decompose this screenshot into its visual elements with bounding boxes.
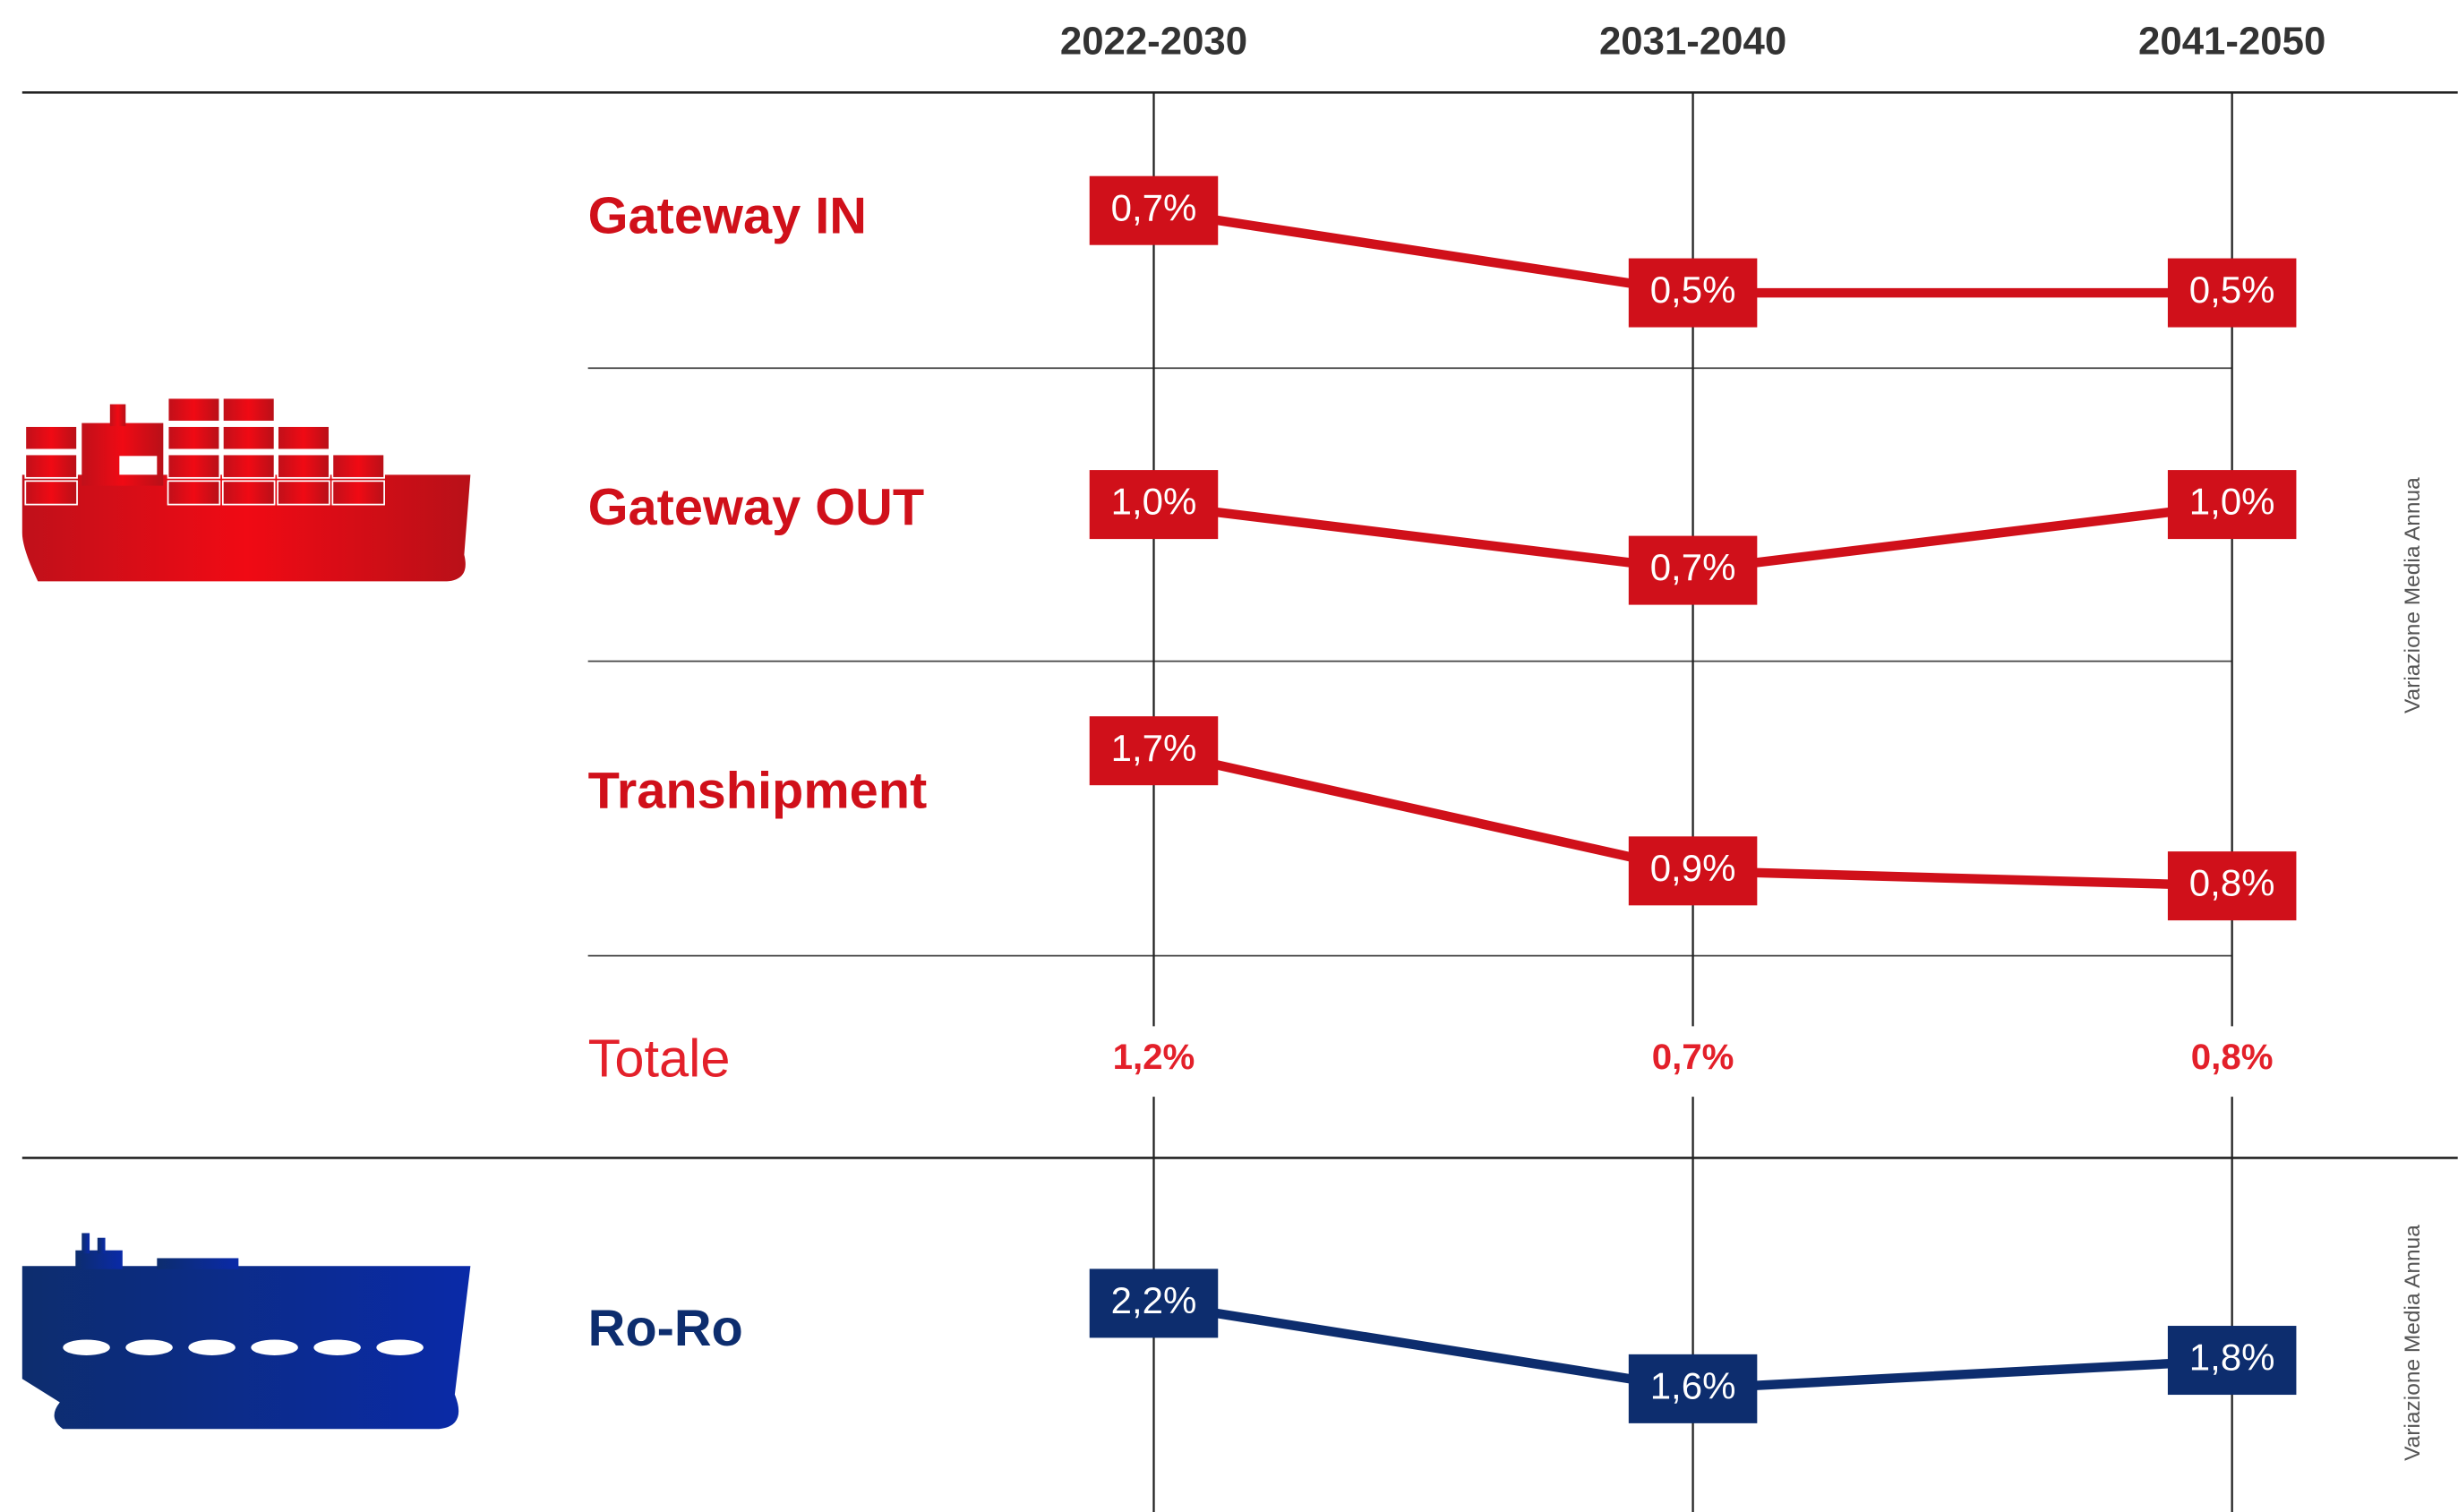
value-box — [1628, 258, 1758, 328]
value-label: 1,8% — [2189, 1337, 2275, 1379]
row-label: Gateway IN — [588, 187, 867, 244]
total-value: 0,8% — [2191, 1037, 2274, 1077]
row-label: Ro-Ro — [588, 1300, 743, 1357]
axis-note: Variazione Media Annua — [2401, 477, 2425, 713]
value-box — [1628, 836, 1758, 906]
container-ship — [21, 397, 471, 582]
row-label: Gateway OUT — [588, 479, 924, 536]
value-label: 0,9% — [1650, 847, 1736, 889]
period-header: 2022-2030 — [1060, 20, 1247, 64]
axis-note: Variazione Media Annua — [2401, 1225, 2425, 1461]
value-label: 2,2% — [1111, 1279, 1197, 1321]
value-label: 1,6% — [1650, 1364, 1736, 1406]
value-box — [1089, 175, 1219, 245]
total-value: 0,7% — [1652, 1037, 1734, 1077]
value-label: 0,7% — [1111, 186, 1197, 228]
value-box — [2167, 851, 2297, 921]
value-box — [1628, 535, 1758, 605]
value-label: 0,8% — [2189, 862, 2275, 904]
row-separators — [587, 367, 2232, 957]
value-label: 1,7% — [1111, 727, 1197, 769]
frame — [21, 90, 2458, 1159]
period-header: 2041-2050 — [2138, 20, 2325, 64]
value-box — [1089, 1269, 1219, 1338]
value-box — [2167, 470, 2297, 540]
value-box — [1089, 716, 1219, 786]
value-label: 0,5% — [1650, 269, 1736, 311]
value-label: 0,5% — [2189, 269, 2275, 311]
value-box — [2167, 258, 2297, 328]
value-label: 1,0% — [2189, 481, 2275, 523]
total-value: 1,2% — [1113, 1037, 1195, 1077]
period-header: 2031-2040 — [1599, 20, 1786, 64]
value-label: 0,7% — [1650, 546, 1736, 588]
totale-label: Totale — [588, 1028, 731, 1088]
value-box — [1089, 470, 1219, 540]
value-box — [1628, 1354, 1758, 1423]
value-label: 1,0% — [1111, 481, 1197, 523]
roro-ship — [21, 1233, 471, 1430]
value-box — [2167, 1326, 2297, 1396]
row-label: Transhipment — [588, 763, 928, 820]
